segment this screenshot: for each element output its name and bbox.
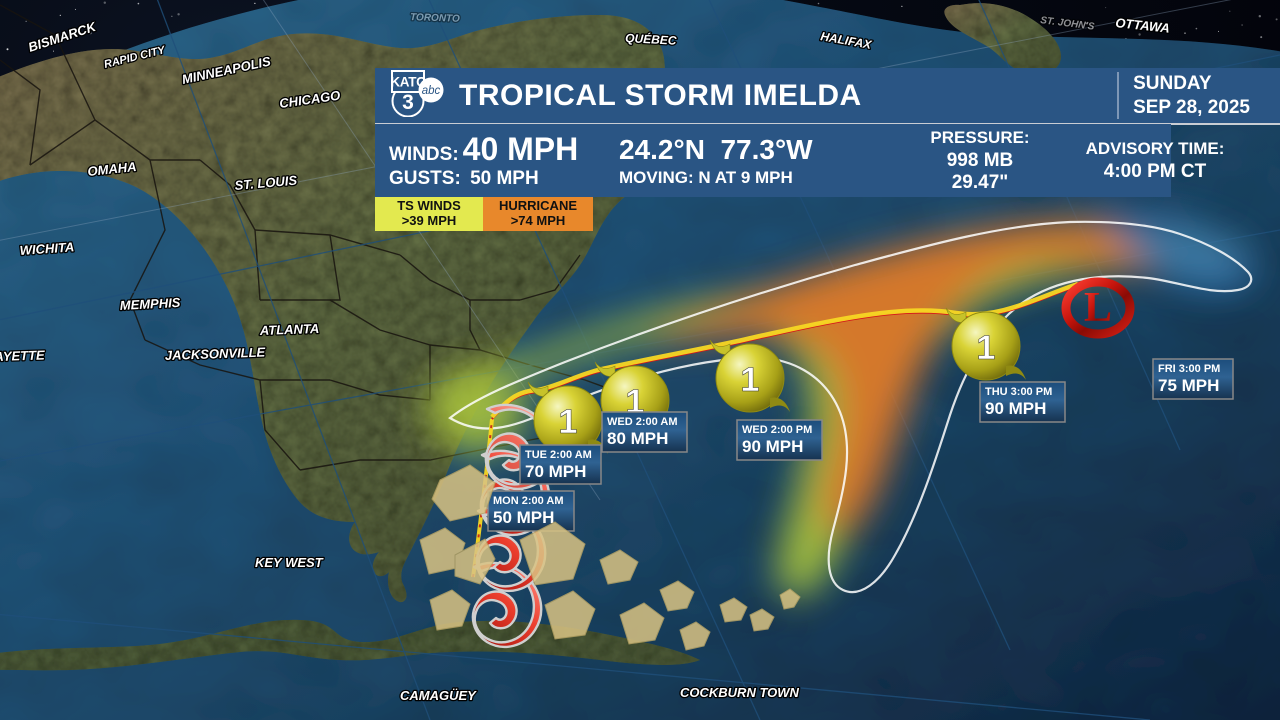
svg-text:3: 3 [402, 91, 414, 114]
svg-text:abc: abc [422, 85, 441, 97]
